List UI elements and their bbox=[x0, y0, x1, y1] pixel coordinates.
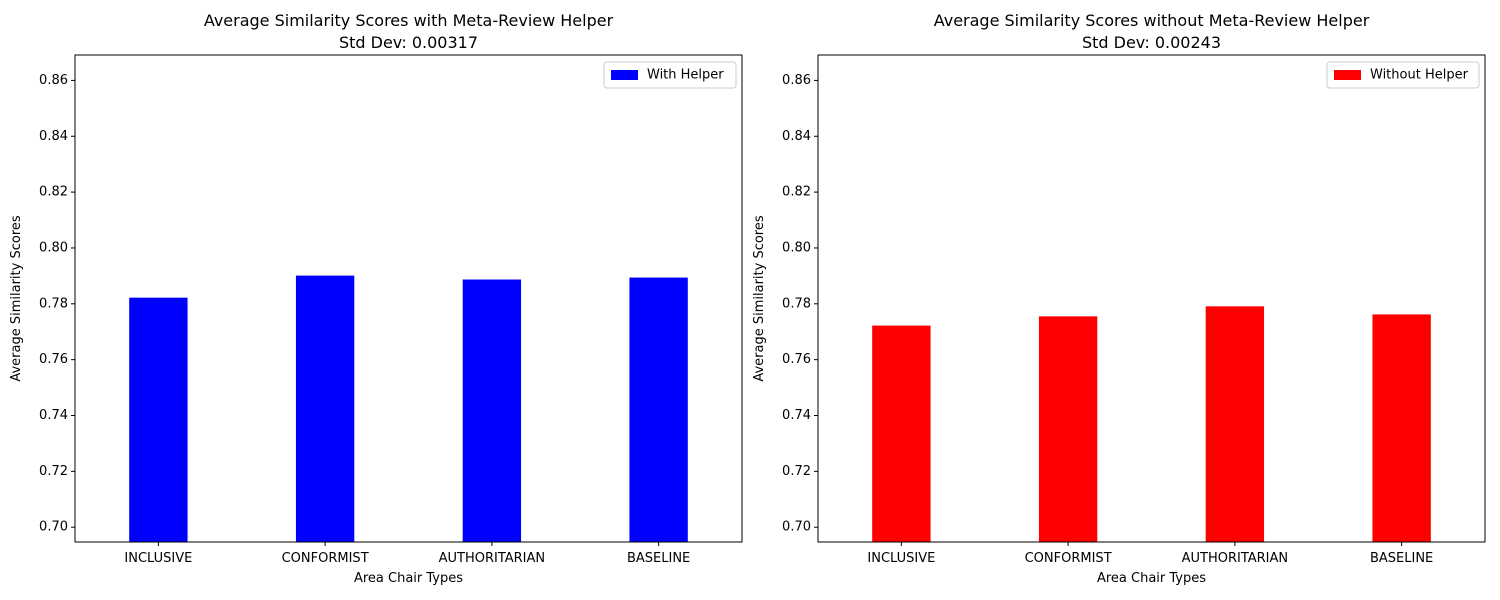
y-tick-label: 0.72 bbox=[39, 464, 68, 479]
y-tick-label: 0.80 bbox=[782, 240, 811, 255]
y-axis-label: Average Similarity Scores bbox=[9, 215, 24, 382]
legend-box bbox=[603, 61, 737, 89]
bar-inclusive bbox=[129, 297, 188, 542]
chart-title: Average Similarity Scores without Meta-R… bbox=[934, 11, 1370, 30]
y-tick-label: 0.84 bbox=[39, 129, 68, 144]
x-tick-label: INCLUSIVE bbox=[124, 551, 192, 566]
y-tick-label: 0.80 bbox=[39, 240, 68, 255]
chart-without-helper: 0.70 0.72 0.74 0.76 0.78 0.80 0.82 0.84 0.86 INCL… bbox=[752, 11, 1486, 586]
x-tick-label: INCLUSIVE bbox=[867, 551, 935, 566]
y-tick-label: 0.78 bbox=[782, 296, 811, 311]
x-tick-label: CONFORMIST bbox=[1025, 551, 1112, 566]
y-tick-label: 0.70 bbox=[782, 520, 811, 535]
x-axis-label: Area Chair Types bbox=[354, 571, 463, 586]
chart-title: Average Similarity Scores with Meta-Revi… bbox=[204, 11, 614, 30]
x-tick-label: AUTHORITARIAN bbox=[439, 551, 546, 566]
y-axis-label: Average Similarity Scores bbox=[752, 215, 767, 382]
y-tick-label: 0.82 bbox=[39, 185, 68, 200]
x-tick-label: BASELINE bbox=[627, 551, 690, 566]
axes-frame bbox=[74, 54, 743, 543]
legend-swatch bbox=[1334, 70, 1361, 80]
chart-subtitle: Std Dev: 0.00317 bbox=[339, 33, 478, 52]
x-tick-label: CONFORMIST bbox=[282, 551, 369, 566]
y-tick-label: 0.78 bbox=[39, 296, 68, 311]
bar-authoritarian bbox=[462, 279, 522, 542]
chart-with-helper: 0.70 0.72 0.74 0.76 0.78 0.80 0.82 0.84 0.86 INCL… bbox=[9, 11, 743, 586]
legend-box bbox=[1326, 61, 1480, 89]
y-tick-label: 0.72 bbox=[782, 464, 811, 479]
bar-conformist bbox=[295, 275, 355, 542]
bar-inclusive bbox=[872, 325, 931, 542]
bar-authoritarian bbox=[1205, 306, 1265, 542]
y-tick-label: 0.86 bbox=[782, 73, 811, 88]
y-tick-label: 0.74 bbox=[782, 408, 811, 423]
axes-frame bbox=[817, 54, 1486, 543]
y-tick-label: 0.76 bbox=[39, 352, 68, 367]
legend-label: Without Helper bbox=[1370, 68, 1469, 83]
y-tick-label: 0.86 bbox=[39, 73, 68, 88]
x-tick-label: BASELINE bbox=[1370, 551, 1433, 566]
y-tick-label: 0.76 bbox=[782, 352, 811, 367]
y-tick-label: 0.74 bbox=[39, 408, 68, 423]
chart-subtitle: Std Dev: 0.00243 bbox=[1082, 33, 1221, 52]
x-axis-label: Area Chair Types bbox=[1097, 571, 1206, 586]
y-tick-label: 0.84 bbox=[782, 129, 811, 144]
bar-baseline bbox=[1372, 314, 1431, 542]
bar-baseline bbox=[629, 277, 688, 542]
y-tick-label: 0.70 bbox=[39, 520, 68, 535]
y-tick-label: 0.82 bbox=[782, 185, 811, 200]
x-tick-label: AUTHORITARIAN bbox=[1182, 551, 1289, 566]
legend-label: With Helper bbox=[647, 68, 724, 83]
legend-swatch bbox=[611, 70, 638, 80]
bar-conformist bbox=[1038, 316, 1098, 542]
